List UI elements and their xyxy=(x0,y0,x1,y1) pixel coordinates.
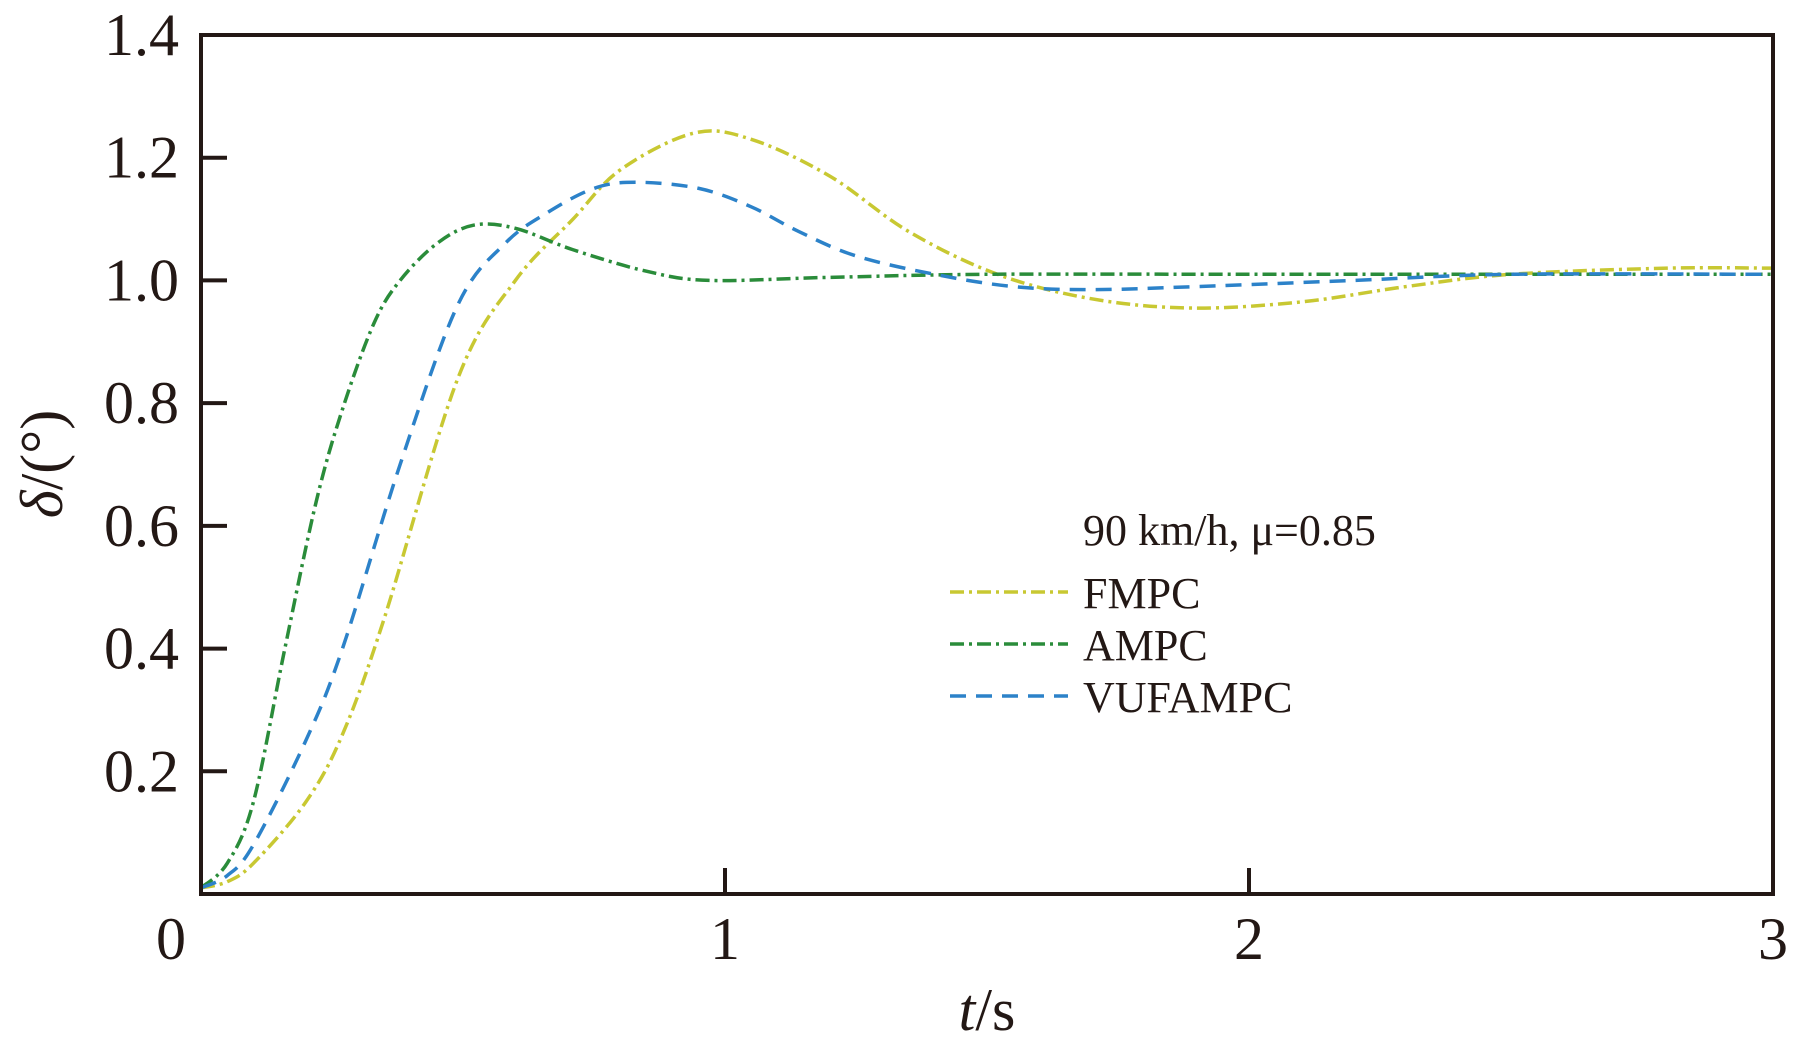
series-line-fmpc xyxy=(200,129,1774,890)
series-line-ampc xyxy=(199,222,1773,890)
y-axis-label-unit: /(°) xyxy=(9,410,75,491)
x-tick-label: 1 xyxy=(710,906,740,972)
y-axis-label: δ/(°) xyxy=(9,410,75,519)
legend-label-vufampc: VUFAMPC xyxy=(1083,673,1292,722)
legend-title: 90 km/h, μ=0.85 xyxy=(1083,506,1376,555)
y-tick-label: 1.4 xyxy=(104,2,179,68)
x-axis-label: t/s xyxy=(959,977,1016,1043)
y-tick-label: 0.6 xyxy=(104,493,179,559)
series-lines xyxy=(199,129,1774,890)
x-axis-label-unit: /s xyxy=(975,977,1015,1043)
legend-label-fmpc: FMPC xyxy=(1083,569,1200,618)
legend-label-ampc: AMPC xyxy=(1083,621,1208,670)
x-tick-label: 2 xyxy=(1234,906,1264,972)
y-axis-label-var: δ xyxy=(9,489,75,518)
y-tick-label: 1.2 xyxy=(104,125,179,191)
y-tick-label: 0.2 xyxy=(104,738,179,804)
x-tick-label: 0 xyxy=(156,906,186,972)
plot-frame xyxy=(199,33,1775,896)
x-axis-label-var: t xyxy=(959,977,977,1043)
y-tick-label: 0.8 xyxy=(104,370,179,436)
y-tick-label: 0.4 xyxy=(104,616,179,682)
x-tick-label: 3 xyxy=(1758,906,1788,972)
series-line-vufampc xyxy=(200,180,1774,890)
axis-ticks: 0 1 2 3 0.2 0.4 0.6 0.8 1.0 1.2 1.4 xyxy=(104,2,1788,972)
y-tick-label: 1.0 xyxy=(104,247,179,313)
